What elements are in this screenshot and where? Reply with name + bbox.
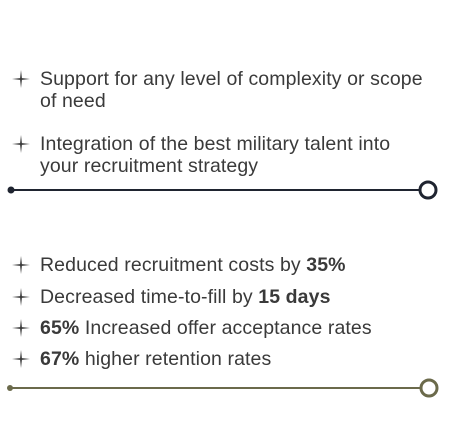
timeline-divider bbox=[7, 180, 442, 202]
stat-text: 67% higher retention rates bbox=[40, 348, 271, 370]
stat-item-time-to-fill: Decreased time-to-fill by 15 days bbox=[10, 286, 440, 308]
stat-item-recruitment-costs: Reduced recruitment costs by 35% bbox=[10, 254, 440, 276]
plus-sparkle-icon bbox=[10, 317, 32, 339]
plus-sparkle-icon bbox=[10, 133, 32, 155]
stat-value: 65% bbox=[40, 317, 80, 339]
stat-value: 67% bbox=[40, 348, 80, 370]
plus-sparkle-icon bbox=[10, 348, 32, 370]
plus-sparkle-icon bbox=[10, 286, 32, 308]
stat-value: 15 days bbox=[258, 286, 331, 308]
stat-text: Reduced recruitment costs by 35% bbox=[40, 254, 346, 276]
circle-icon bbox=[419, 378, 439, 398]
stat-item-retention: 67% higher retention rates bbox=[10, 348, 440, 370]
stat-item-offer-acceptance: 65% Increased offer acceptance rates bbox=[10, 317, 440, 339]
circle-icon bbox=[418, 180, 438, 200]
stat-text-trail: higher retention rates bbox=[79, 348, 272, 370]
plus-sparkle-icon bbox=[10, 68, 32, 90]
benefit-item-military-talent: Integration of the best military talent … bbox=[10, 133, 440, 177]
stat-text-lead: Reduced recruitment costs by bbox=[40, 254, 307, 276]
stat-value: 35% bbox=[306, 254, 346, 276]
stat-text: 65% Increased offer acceptance rates bbox=[40, 317, 372, 339]
benefit-text: Support for any level of complexity or s… bbox=[40, 68, 423, 112]
stat-text: Decreased time-to-fill by 15 days bbox=[40, 286, 331, 308]
benefit-item-support-complexity: Support for any level of complexity or s… bbox=[10, 68, 440, 112]
benefit-text: Integration of the best military talent … bbox=[40, 133, 391, 177]
stat-text-lead: Decreased time-to-fill by bbox=[40, 286, 259, 308]
stat-text-trail: Increased offer acceptance rates bbox=[79, 317, 372, 339]
timeline-divider bbox=[7, 378, 443, 400]
plus-sparkle-icon bbox=[10, 254, 32, 276]
